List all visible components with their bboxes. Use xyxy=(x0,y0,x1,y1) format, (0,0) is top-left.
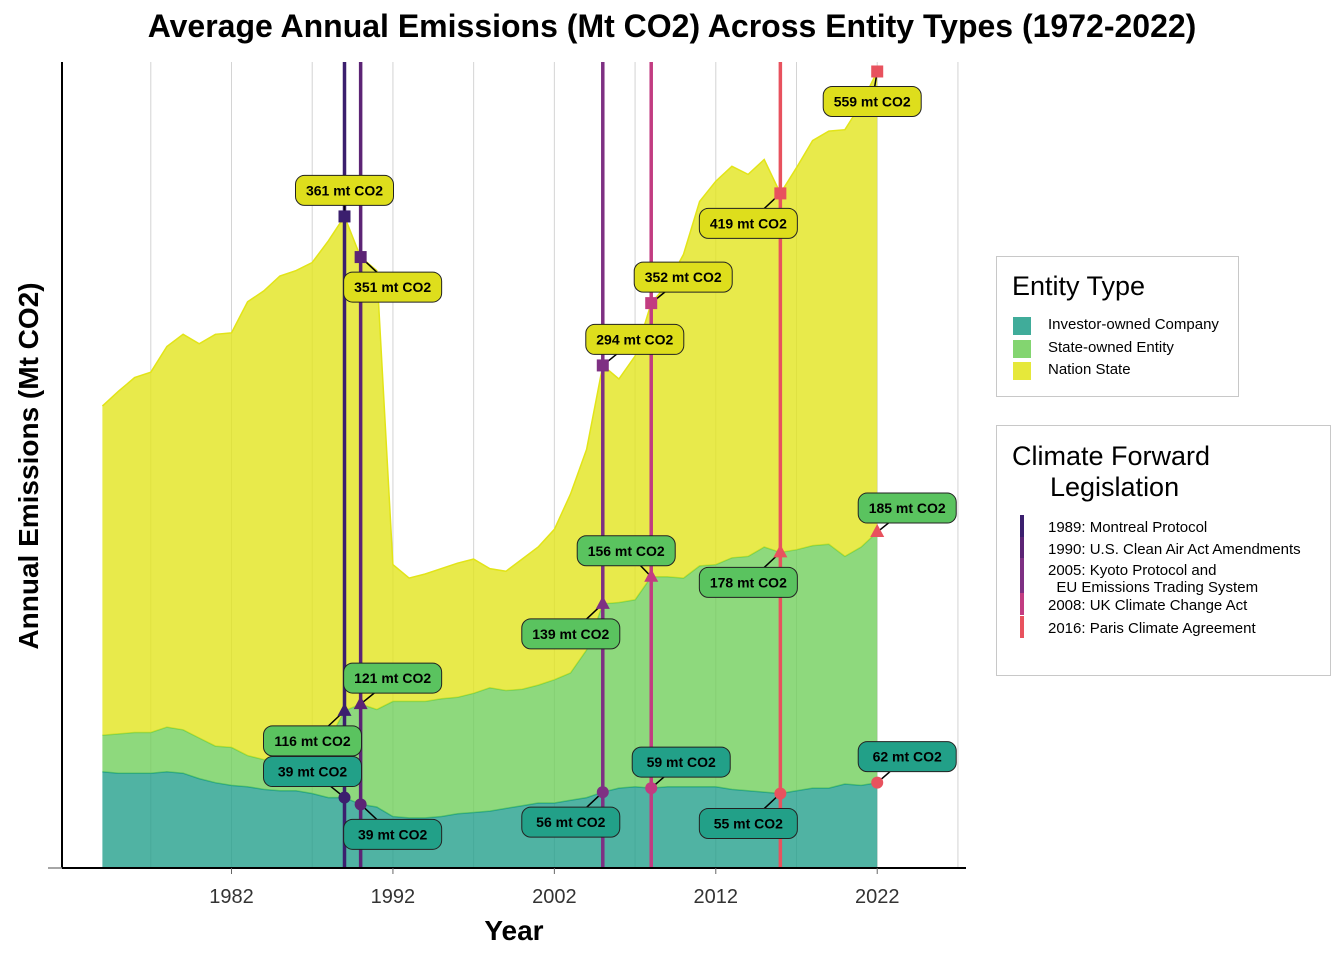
data-label: 121 mt CO2 xyxy=(354,670,431,686)
data-label-box xyxy=(585,323,685,355)
data-label-box xyxy=(343,271,443,303)
data-label: 156 mt CO2 xyxy=(588,543,665,559)
legend-legislation-label: 2005: Kyoto Protocol and EU Emissions Tr… xyxy=(1048,562,1259,596)
data-label-box xyxy=(295,174,394,206)
data-label-box xyxy=(263,756,362,788)
data-label-box xyxy=(631,746,731,778)
legend-line-key xyxy=(1020,558,1024,594)
data-label: 294 mt CO2 xyxy=(596,331,673,347)
data-label: 116 mt CO2 xyxy=(274,733,350,749)
data-label-box xyxy=(698,807,798,839)
data-label: 56 mt CO2 xyxy=(536,814,605,830)
data-label-box xyxy=(343,662,443,694)
chart-title: Average Annual Emissions (Mt CO2) Across… xyxy=(147,8,1197,44)
data-markers xyxy=(337,65,885,811)
data-label: 59 mt CO2 xyxy=(647,754,716,770)
marker-circle xyxy=(354,798,367,811)
data-label: 178 mt CO2 xyxy=(710,574,787,590)
area-nation-state xyxy=(102,71,878,760)
data-label: 139 mt CO2 xyxy=(532,626,609,642)
data-label-box xyxy=(857,741,957,773)
marker-circle xyxy=(774,787,787,800)
marker-triangle xyxy=(870,524,885,538)
data-label: 62 mt CO2 xyxy=(873,749,942,765)
marker-square xyxy=(774,187,787,200)
legend-line-key xyxy=(1020,515,1024,537)
legend-line-key xyxy=(1020,593,1024,615)
legend-legislation-label: 2008: UK Climate Change Act xyxy=(1048,597,1248,614)
marker-square xyxy=(354,251,367,264)
legend-swatch xyxy=(1013,317,1031,335)
legend-entity-title: Entity Type xyxy=(1012,271,1146,301)
data-label: 361 mt CO2 xyxy=(306,182,383,198)
legend-legislation-label: 1990: U.S. Clean Air Act Amendments xyxy=(1048,541,1301,558)
marker-square xyxy=(596,359,609,372)
marker-triangle xyxy=(337,702,352,716)
legend-entity-label: Investor-owned Company xyxy=(1048,316,1219,333)
legend-entity-label: Nation State xyxy=(1048,361,1131,378)
legend-line-key xyxy=(1020,537,1024,559)
marker-square xyxy=(871,65,884,78)
x-axis-title: Year xyxy=(484,915,543,946)
area-investor-owned-company xyxy=(102,771,878,868)
data-label: 559 mt CO2 xyxy=(834,93,911,109)
data-label-box xyxy=(263,725,362,757)
legend-legislation: Climate Forward Legislation 1989: Montre… xyxy=(996,425,1331,676)
data-label: 39 mt CO2 xyxy=(358,826,427,842)
legend-swatch xyxy=(1013,340,1031,358)
legend-swatch xyxy=(1013,362,1031,380)
marker-square xyxy=(645,297,658,310)
area-outline xyxy=(101,71,878,579)
marker-triangle xyxy=(644,568,659,582)
x-tick-label: 2002 xyxy=(532,886,577,908)
x-tick-label: 1992 xyxy=(371,886,416,908)
data-label-box xyxy=(343,818,443,850)
data-label-box xyxy=(857,492,957,524)
legend-legislation-title-line2: Legislation xyxy=(1050,472,1180,502)
data-label-box xyxy=(521,806,621,838)
marker-circle xyxy=(596,786,609,799)
data-label: 352 mt CO2 xyxy=(645,269,722,285)
legend-legislation-label: 2016: Paris Climate Agreement xyxy=(1048,620,1256,637)
x-tick-label: 2012 xyxy=(694,886,739,908)
marker-circle xyxy=(645,782,658,795)
legend-legislation-title-line1: Climate Forward xyxy=(1012,441,1211,471)
data-label-box xyxy=(576,535,676,567)
axes: 1982 1992 2002 2012 2022 xyxy=(48,62,966,908)
marker-triangle xyxy=(353,696,368,710)
x-tick-label: 1982 xyxy=(209,886,254,908)
y-axis-title: Annual Emissions (Mt CO2) xyxy=(13,282,44,649)
legend-line-key xyxy=(1020,616,1024,638)
data-label-box xyxy=(822,85,922,117)
data-label: 55 mt CO2 xyxy=(714,815,783,831)
data-label: 185 mt CO2 xyxy=(869,500,946,516)
legend-entity-label: State-owned Entity xyxy=(1048,339,1174,356)
data-label-box xyxy=(521,618,621,650)
data-label: 39 mt CO2 xyxy=(278,764,347,780)
marker-triangle xyxy=(595,595,610,609)
legend-legislation-label: 1989: Montreal Protocol xyxy=(1048,519,1208,536)
marker-square xyxy=(338,210,351,223)
marker-circle xyxy=(871,776,884,789)
data-label-box xyxy=(698,566,798,598)
data-label-box xyxy=(633,261,733,293)
marker-triangle xyxy=(773,544,788,558)
marker-circle xyxy=(338,791,351,804)
stacked-areas xyxy=(101,71,878,868)
data-label-box xyxy=(698,207,798,239)
legend-entity-type: Entity Type Investor-owned Company State-… xyxy=(996,256,1239,397)
x-tick-label: 2022 xyxy=(855,886,900,908)
data-label: 419 mt CO2 xyxy=(710,215,787,231)
data-label: 351 mt CO2 xyxy=(354,279,431,295)
